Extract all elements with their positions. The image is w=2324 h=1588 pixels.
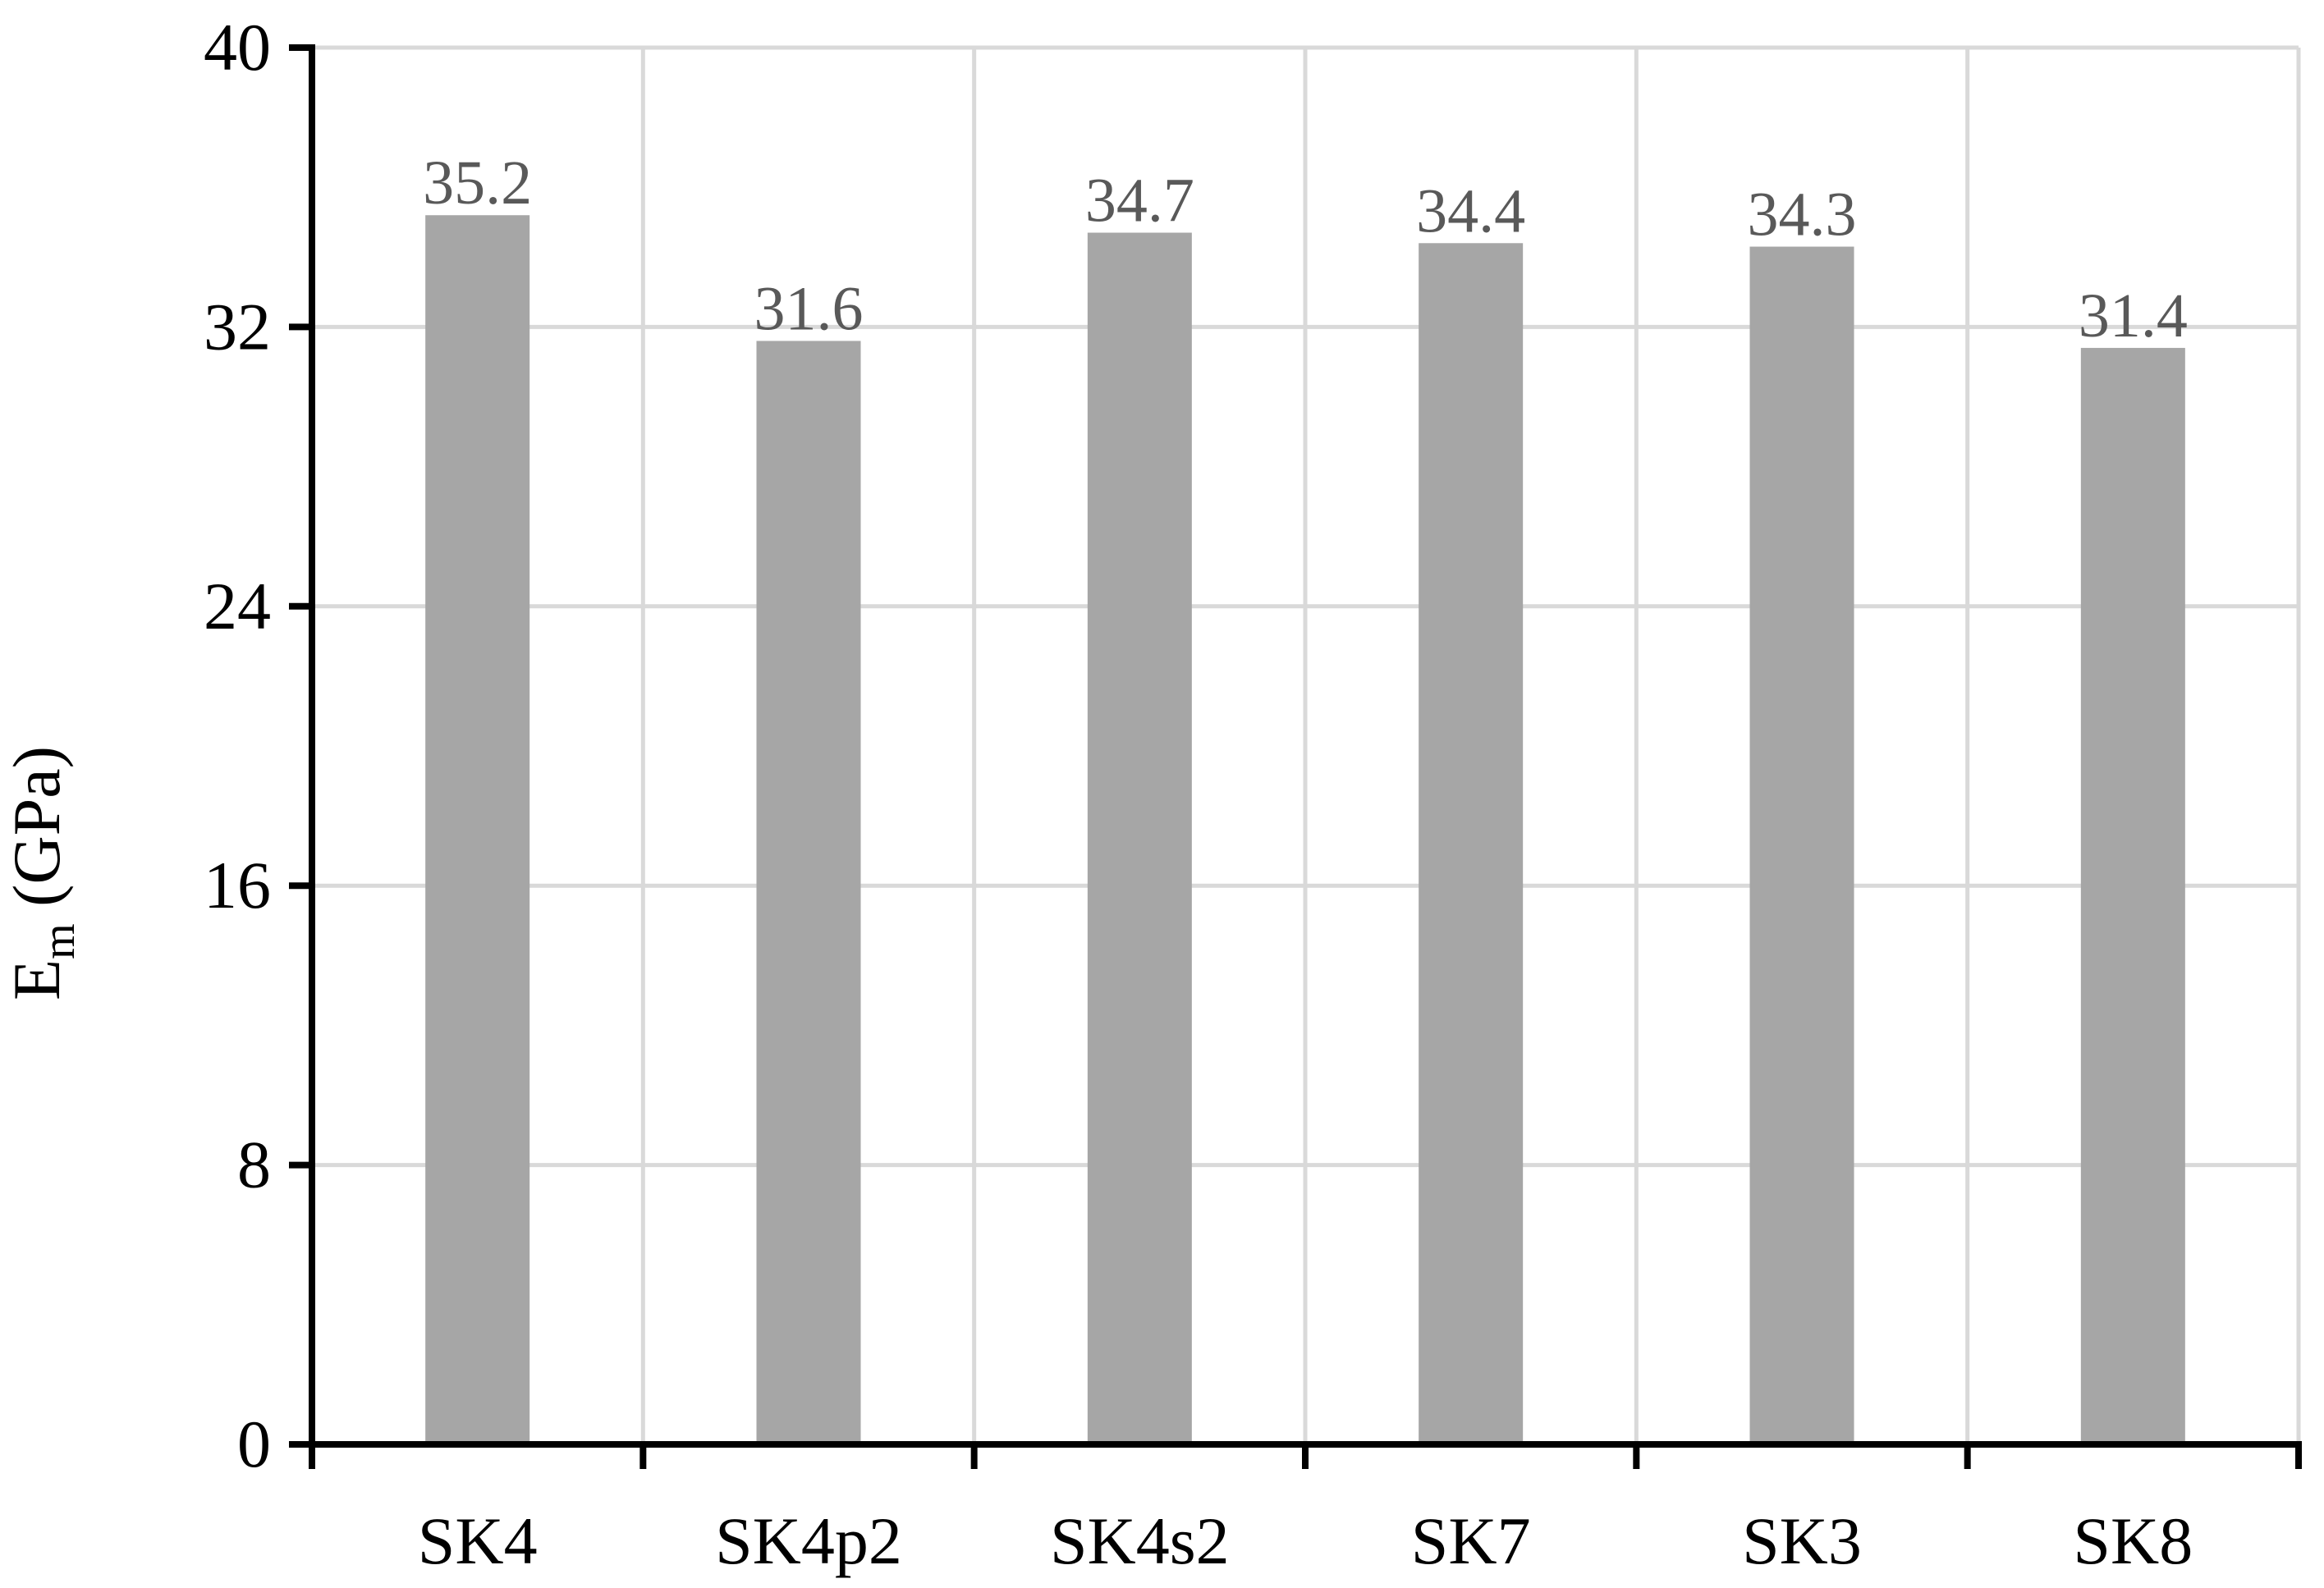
- y-tick-label-5: 40: [204, 10, 271, 85]
- axes: [289, 44, 2302, 1469]
- tick-labels: SK4 SK4p2 SK4s2 SK7 SK3 SK8 0 8 16 24 32 40: [204, 10, 2193, 1578]
- data-label-sk4: 35.2: [423, 149, 532, 217]
- x-tick-label-sk4: SK4: [418, 1503, 538, 1578]
- bar-sk7: [1419, 243, 1524, 1444]
- y-tick-label-4: 32: [204, 289, 271, 364]
- x-tick-label-sk8: SK8: [2073, 1503, 2193, 1578]
- y-tick-label-1: 8: [237, 1128, 271, 1202]
- gridlines: [312, 45, 2301, 1444]
- y-axis-title-unit: (GPa): [0, 746, 74, 923]
- bar-sk4: [425, 215, 530, 1444]
- data-label-sk4p2: 31.6: [754, 274, 864, 343]
- x-tick-label-sk3: SK3: [1742, 1503, 1862, 1578]
- x-tick-label-sk4p2: SK4p2: [715, 1503, 902, 1578]
- data-label-sk8: 31.4: [2079, 281, 2188, 350]
- bar-sk4p2: [756, 341, 861, 1444]
- x-tick-label-sk4s2: SK4s2: [1050, 1503, 1230, 1578]
- data-label-sk7: 34.4: [1416, 176, 1525, 245]
- bar-sk8: [2080, 347, 2185, 1445]
- y-tick-label-0: 0: [237, 1407, 271, 1481]
- bars: [425, 215, 2185, 1445]
- x-tick-label-sk7: SK7: [1411, 1503, 1531, 1578]
- bar-sk3: [1749, 246, 1854, 1444]
- data-labels: 35.2 31.6 34.7 34.4 34.3 31.4: [423, 149, 2188, 350]
- y-tick-label-2: 16: [204, 848, 271, 922]
- y-axis-title-main: E: [0, 959, 74, 1000]
- data-label-sk3: 34.3: [1748, 181, 1857, 249]
- y-axis-title-subscript: m: [34, 923, 85, 959]
- bar-sk4s2: [1087, 232, 1192, 1444]
- y-tick-label-3: 24: [204, 569, 271, 643]
- y-axis-title: Em (GPa): [0, 746, 85, 1000]
- data-label-sk4s2: 34.7: [1085, 167, 1194, 236]
